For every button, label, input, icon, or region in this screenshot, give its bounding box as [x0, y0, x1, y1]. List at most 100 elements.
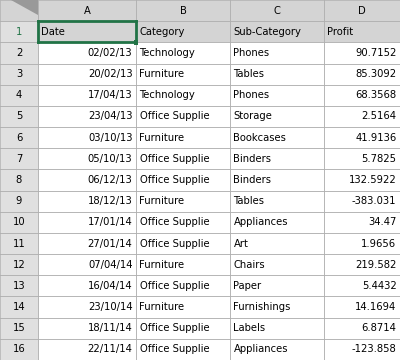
Text: Office Supplie: Office Supplie [140, 239, 209, 248]
Text: Furniture: Furniture [140, 69, 185, 79]
Text: Office Supplie: Office Supplie [140, 217, 209, 228]
Bar [38, 339, 136, 360]
Text: 16: 16 [13, 345, 25, 354]
Bar [230, 21, 324, 42]
Bar [230, 275, 324, 297]
Bar [0, 190, 38, 212]
Bar [324, 254, 400, 275]
Text: Furniture: Furniture [140, 302, 185, 312]
Bar [136, 190, 230, 212]
Bar [230, 42, 324, 63]
Text: 02/02/13: 02/02/13 [88, 48, 132, 58]
Bar [0, 170, 38, 190]
Text: 27/01/14: 27/01/14 [88, 239, 132, 248]
Bar [136, 254, 230, 275]
Bar [324, 297, 400, 318]
Bar [38, 63, 136, 85]
Bar [0, 212, 38, 233]
Text: 17/04/13: 17/04/13 [88, 90, 132, 100]
Bar [230, 0, 324, 21]
Text: Binders: Binders [234, 175, 272, 185]
Text: Phones: Phones [234, 90, 270, 100]
Bar [230, 254, 324, 275]
Text: Office Supplie: Office Supplie [140, 154, 209, 164]
Bar [324, 275, 400, 297]
Bar [0, 297, 38, 318]
Bar [136, 85, 230, 106]
Text: Furnishings: Furnishings [234, 302, 291, 312]
Text: 13: 13 [13, 281, 25, 291]
Text: Office Supplie: Office Supplie [140, 112, 209, 121]
Text: 14.1694: 14.1694 [355, 302, 396, 312]
Bar [324, 318, 400, 339]
Text: 34.47: 34.47 [368, 217, 396, 228]
Bar [136, 339, 230, 360]
Bar [324, 21, 400, 42]
Text: Storage: Storage [234, 112, 272, 121]
Bar [230, 85, 324, 106]
Bar [38, 42, 136, 63]
Bar [230, 318, 324, 339]
Bar [38, 148, 136, 170]
Text: Chairs: Chairs [234, 260, 265, 270]
Bar [0, 0, 38, 21]
Bar [136, 148, 230, 170]
Bar [38, 170, 136, 190]
Text: 17/01/14: 17/01/14 [88, 217, 132, 228]
Text: 11: 11 [13, 239, 25, 248]
Bar [230, 190, 324, 212]
Bar [136, 318, 230, 339]
Text: Date: Date [42, 27, 65, 37]
Bar [134, 40, 138, 45]
Text: D: D [358, 6, 366, 15]
Text: Appliances: Appliances [234, 345, 288, 354]
Text: Office Supplie: Office Supplie [140, 323, 209, 333]
Text: 1: 1 [16, 27, 22, 37]
Text: Profit: Profit [328, 27, 354, 37]
Bar [38, 0, 136, 21]
Bar [0, 275, 38, 297]
Bar [0, 85, 38, 106]
Text: Technology: Technology [140, 90, 195, 100]
Bar [324, 63, 400, 85]
Bar [230, 127, 324, 148]
Text: 23/10/14: 23/10/14 [88, 302, 132, 312]
Bar [0, 21, 38, 42]
Bar [38, 318, 136, 339]
Text: A: A [84, 6, 90, 15]
Text: Paper: Paper [234, 281, 262, 291]
Bar [324, 212, 400, 233]
Text: Office Supplie: Office Supplie [140, 175, 209, 185]
Bar [230, 297, 324, 318]
Text: 12: 12 [13, 260, 25, 270]
Bar [136, 106, 230, 127]
Bar [324, 42, 400, 63]
Text: Category: Category [140, 27, 185, 37]
Text: Tables: Tables [234, 196, 264, 206]
Text: Sub-Category: Sub-Category [234, 27, 301, 37]
Text: 20/02/13: 20/02/13 [88, 69, 132, 79]
Text: C: C [274, 6, 280, 15]
Text: 5.4432: 5.4432 [362, 281, 396, 291]
Text: Phones: Phones [234, 48, 270, 58]
Bar [38, 254, 136, 275]
Bar [136, 275, 230, 297]
Text: 41.9136: 41.9136 [355, 132, 396, 143]
Text: 90.7152: 90.7152 [355, 48, 396, 58]
Bar [0, 148, 38, 170]
Text: 5: 5 [16, 112, 22, 121]
Text: Appliances: Appliances [234, 217, 288, 228]
Polygon shape [11, 0, 38, 15]
Bar [136, 42, 230, 63]
Bar [324, 127, 400, 148]
Text: -383.031: -383.031 [352, 196, 396, 206]
Text: 2: 2 [16, 48, 22, 58]
Text: 2.5164: 2.5164 [362, 112, 396, 121]
Bar [230, 170, 324, 190]
Bar [136, 212, 230, 233]
Text: Art: Art [234, 239, 248, 248]
Bar [38, 127, 136, 148]
Text: Office Supplie: Office Supplie [140, 281, 209, 291]
Bar [324, 170, 400, 190]
Text: 18/12/13: 18/12/13 [88, 196, 132, 206]
